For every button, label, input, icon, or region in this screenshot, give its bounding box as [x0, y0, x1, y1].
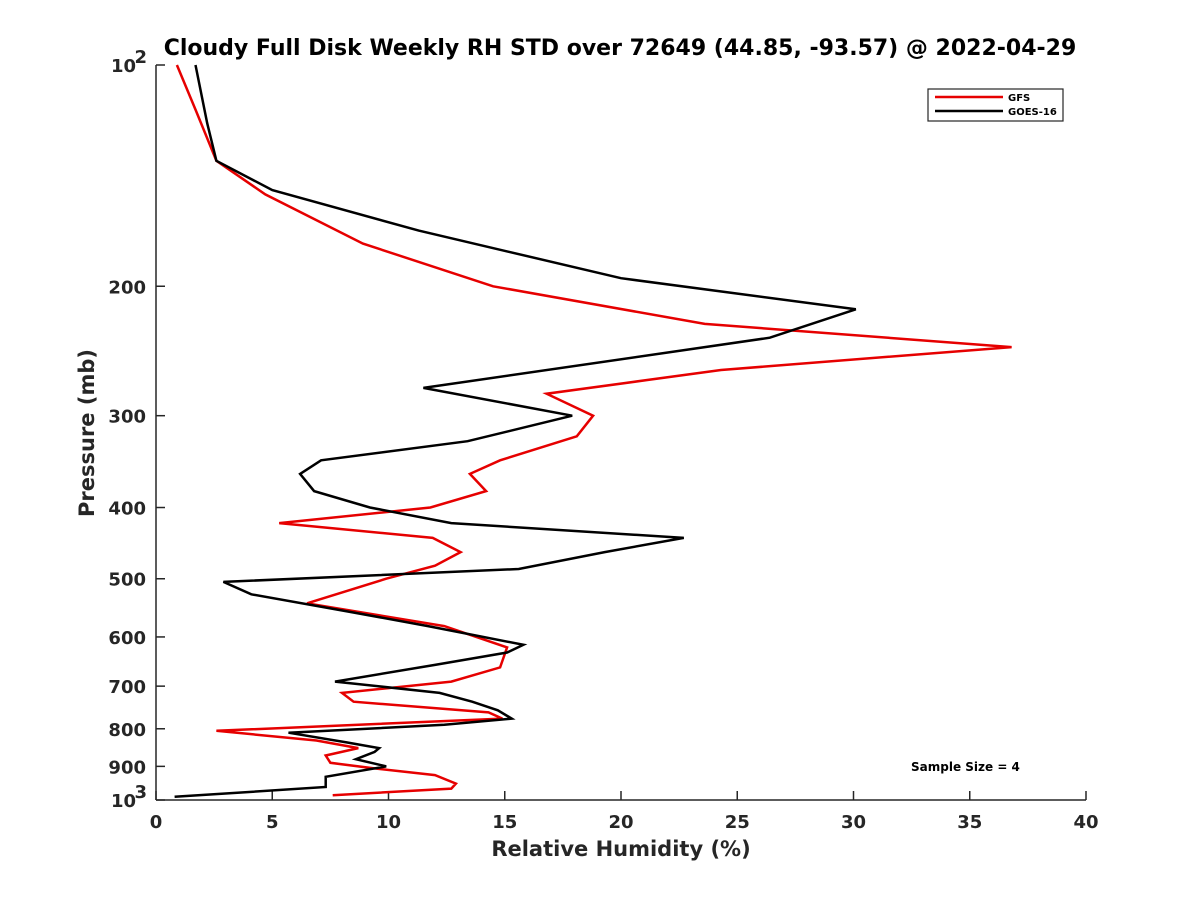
y-tick-label: 500	[108, 570, 146, 591]
x-tick-label: 20	[608, 812, 633, 833]
x-tick-label: 15	[492, 812, 517, 833]
x-axis-label: Relative Humidity (%)	[491, 837, 750, 861]
legend: GFS GOES-16	[927, 88, 1064, 122]
y-tick-label: 200	[108, 277, 146, 298]
x-tick-label: 40	[1073, 812, 1098, 833]
y-tick-label: 300	[108, 407, 146, 428]
series-line-goes16	[174, 64, 857, 799]
legend-box	[927, 88, 1064, 122]
y-tick-exponent: 3	[134, 782, 147, 803]
series-lines	[174, 64, 1012, 799]
y-tick-label: 800	[108, 720, 146, 741]
y-tick-label: 10	[111, 791, 136, 812]
legend-label-gfs: GFS	[1008, 93, 1030, 104]
y-tick-label: 900	[108, 757, 146, 778]
y-tick-label: 600	[108, 628, 146, 649]
plot-area: 0 5 10 15 20 25 30 35 40 10220030040050060070080…	[108, 47, 1098, 833]
sample-size-annotation: Sample Size = 4	[911, 760, 1020, 774]
x-tick-label: 35	[957, 812, 982, 833]
y-tick-label: 400	[108, 499, 146, 520]
x-axis-ticks: 0 5 10 15 20 25 30 35 40	[150, 791, 1099, 833]
x-tick-label: 30	[841, 812, 866, 833]
y-tick-label: 700	[108, 677, 146, 698]
x-tick-label: 0	[150, 812, 163, 833]
y-tick-exponent: 2	[134, 47, 147, 68]
x-tick-label: 25	[725, 812, 750, 833]
y-tick-label: 10	[111, 56, 136, 77]
legend-label-goes16: GOES-16	[1008, 107, 1057, 118]
y-axis-label: Pressure (mb)	[75, 349, 99, 517]
x-tick-label: 10	[376, 812, 401, 833]
chart-title: Cloudy Full Disk Weekly RH STD over 7264…	[164, 36, 1077, 61]
series-line-gfs	[175, 64, 1012, 797]
x-tick-label: 5	[266, 812, 279, 833]
